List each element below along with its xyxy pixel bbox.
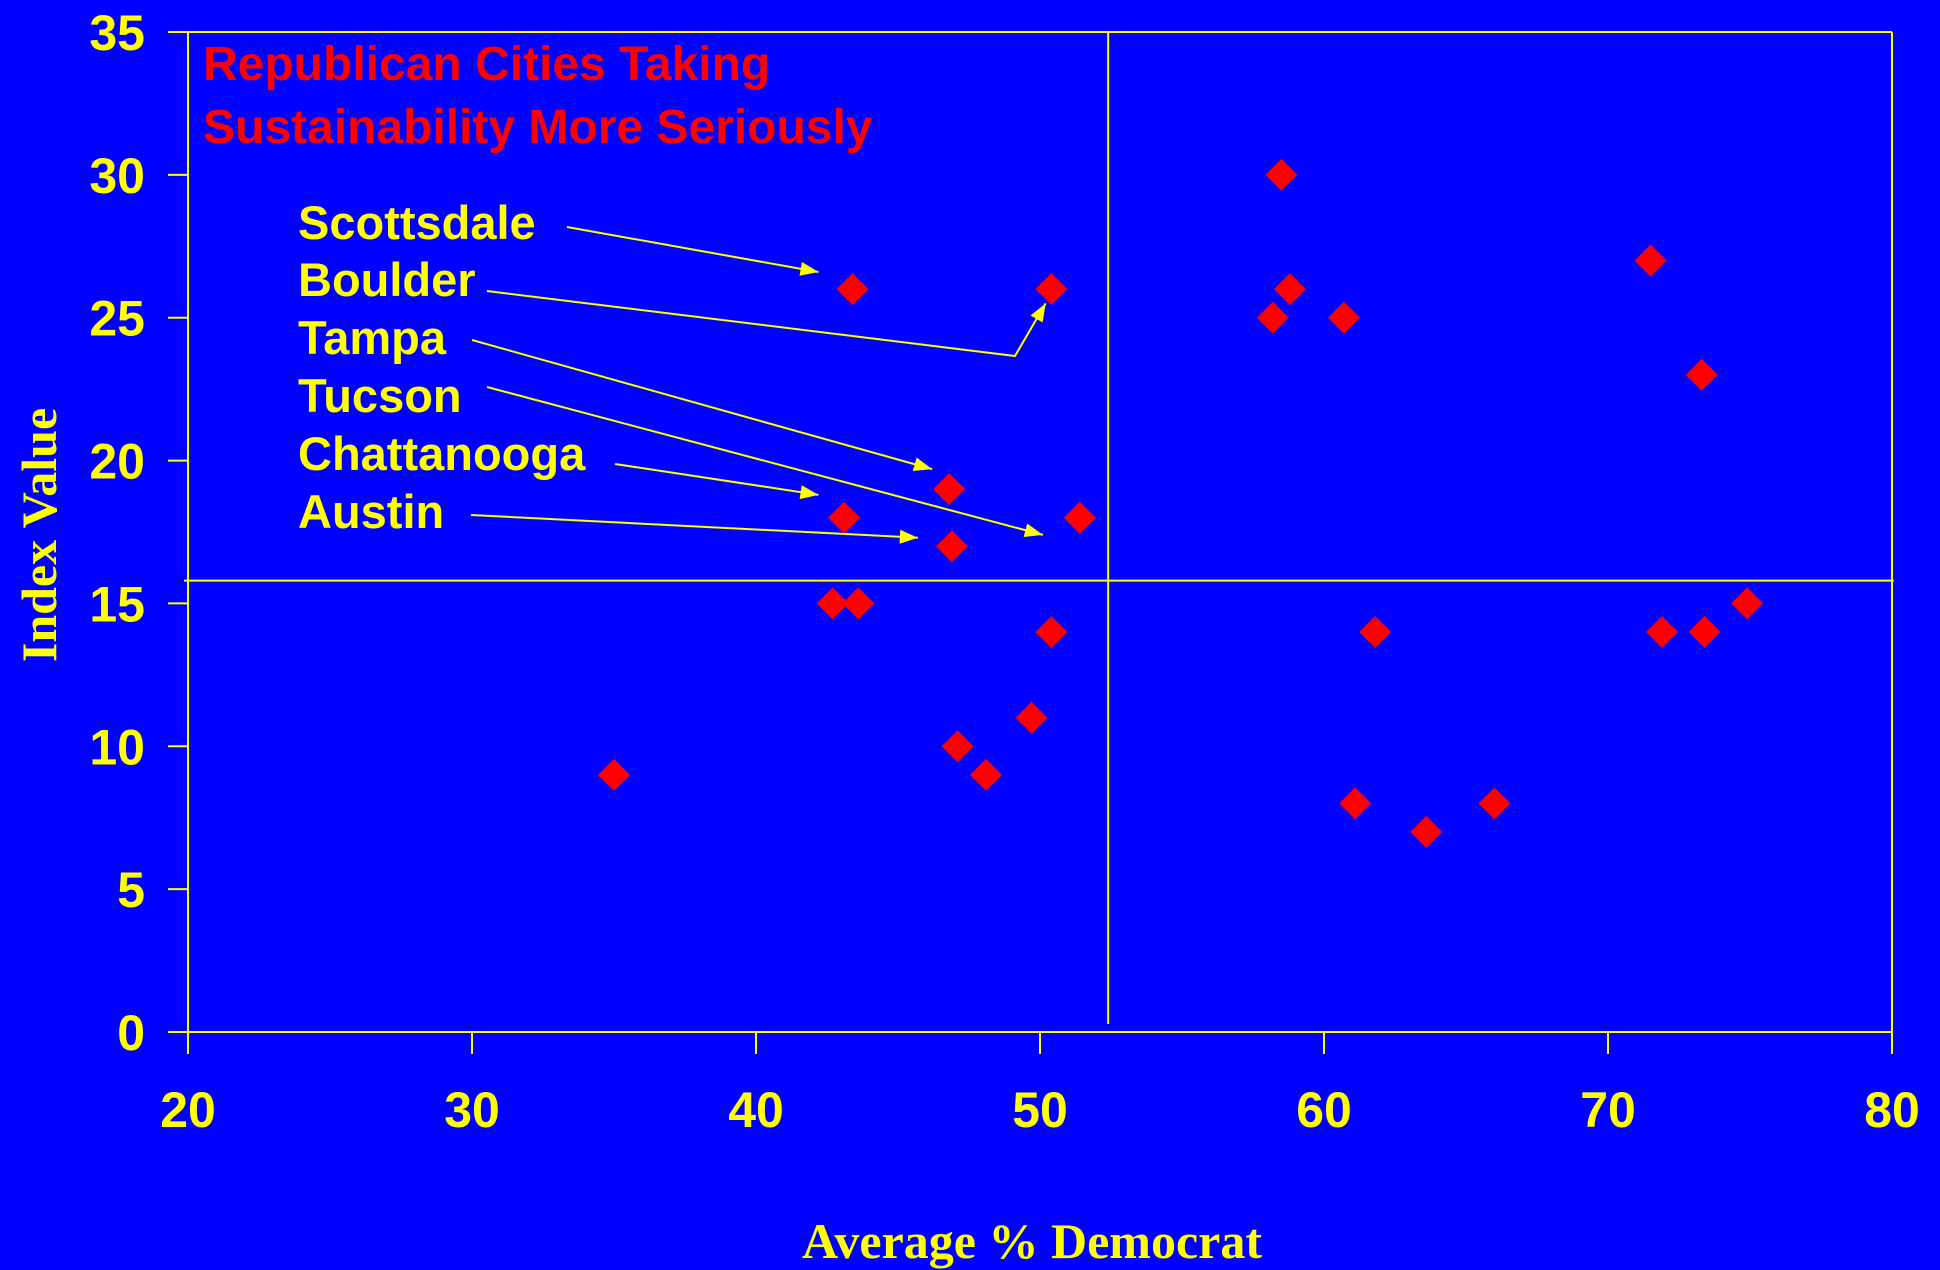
y-tick-label: 20 — [89, 434, 145, 490]
data-point-diamond — [1327, 301, 1360, 334]
data-point-diamond — [828, 501, 861, 534]
callout-arrows — [470, 226, 1047, 544]
arrowhead — [1030, 303, 1046, 323]
y-tick-label: 5 — [117, 862, 145, 918]
y-tick-label: 0 — [117, 1005, 145, 1061]
callout-arrow-tucson — [486, 386, 1044, 537]
data-point-diamond — [816, 587, 849, 620]
y-axis-title: Index Value — [11, 408, 67, 662]
data-point-diamond — [1035, 616, 1068, 648]
data-point-diamond — [1359, 616, 1392, 648]
data-point-diamond — [1731, 587, 1764, 620]
data-point-diamond — [1410, 816, 1443, 848]
x-tick-label: 30 — [444, 1082, 500, 1138]
data-point-diamond — [935, 530, 968, 563]
data-point-diamond — [1273, 273, 1306, 306]
x-tick-label: 80 — [1864, 1082, 1920, 1138]
y-tick-label: 25 — [89, 291, 145, 347]
data-point-diamond — [970, 758, 1003, 791]
arrowhead — [912, 457, 933, 472]
callout-label-tucson: Tucson — [298, 369, 462, 422]
data-point-diamond — [1685, 358, 1718, 391]
callout-label-chattanooga: Chattanooga — [298, 427, 586, 480]
arrowhead — [799, 261, 819, 276]
callout-label-austin: Austin — [298, 485, 444, 538]
data-point-diamond — [1339, 787, 1372, 820]
y-tick-label: 15 — [89, 576, 145, 632]
data-points — [598, 158, 1764, 848]
data-point-diamond — [1256, 301, 1289, 334]
x-tick-label: 70 — [1580, 1082, 1636, 1138]
x-axis-ticks: 20 30 40 50 60 70 80 — [160, 1032, 1920, 1138]
arrowhead — [899, 529, 918, 544]
x-tick-label: 50 — [1012, 1082, 1068, 1138]
data-point-diamond — [836, 273, 869, 306]
data-point-diamond — [1035, 273, 1068, 306]
x-tick-label: 40 — [728, 1082, 784, 1138]
callout-label-scottsdale: Scottsdale — [298, 196, 536, 249]
callout-arrow-austin — [470, 514, 918, 544]
y-tick-label: 10 — [89, 719, 145, 775]
y-tick-label: 30 — [89, 148, 145, 204]
data-point-diamond — [1478, 787, 1511, 820]
reference-lines — [184, 32, 1894, 1024]
chart-title-line-2: Sustainability More Seriously — [203, 101, 873, 154]
arrowhead — [1023, 523, 1043, 537]
data-point-diamond — [1015, 701, 1048, 734]
data-point-diamond — [941, 730, 974, 763]
data-point-diamond — [1634, 244, 1667, 277]
data-point-diamond — [1688, 616, 1721, 648]
callout-label-boulder: Boulder — [298, 253, 476, 306]
data-point-diamond — [1063, 501, 1096, 534]
x-tick-label: 60 — [1296, 1082, 1352, 1138]
arrowhead — [799, 485, 819, 500]
data-point-diamond — [933, 473, 966, 506]
x-tick-label: 20 — [160, 1082, 216, 1138]
chart-title-line-1: Republican Cities Taking — [203, 38, 770, 91]
callout-arrow-tampa — [471, 339, 933, 472]
y-axis-ticks: 0 5 10 15 20 25 30 35 — [89, 5, 188, 1061]
callout-arrow-chattanooga — [614, 463, 819, 500]
callout-label-tampa: Tampa — [298, 311, 447, 364]
data-point-diamond — [842, 587, 875, 620]
callout-arrow-scottsdale — [566, 226, 819, 276]
data-point-diamond — [598, 758, 630, 791]
y-tick-label: 35 — [89, 5, 145, 61]
data-point-diamond — [1265, 158, 1298, 191]
data-point-diamond — [1645, 616, 1678, 648]
x-axis-title: Average % Democrat — [802, 1213, 1262, 1269]
callout-arrow-boulder — [486, 290, 1047, 358]
